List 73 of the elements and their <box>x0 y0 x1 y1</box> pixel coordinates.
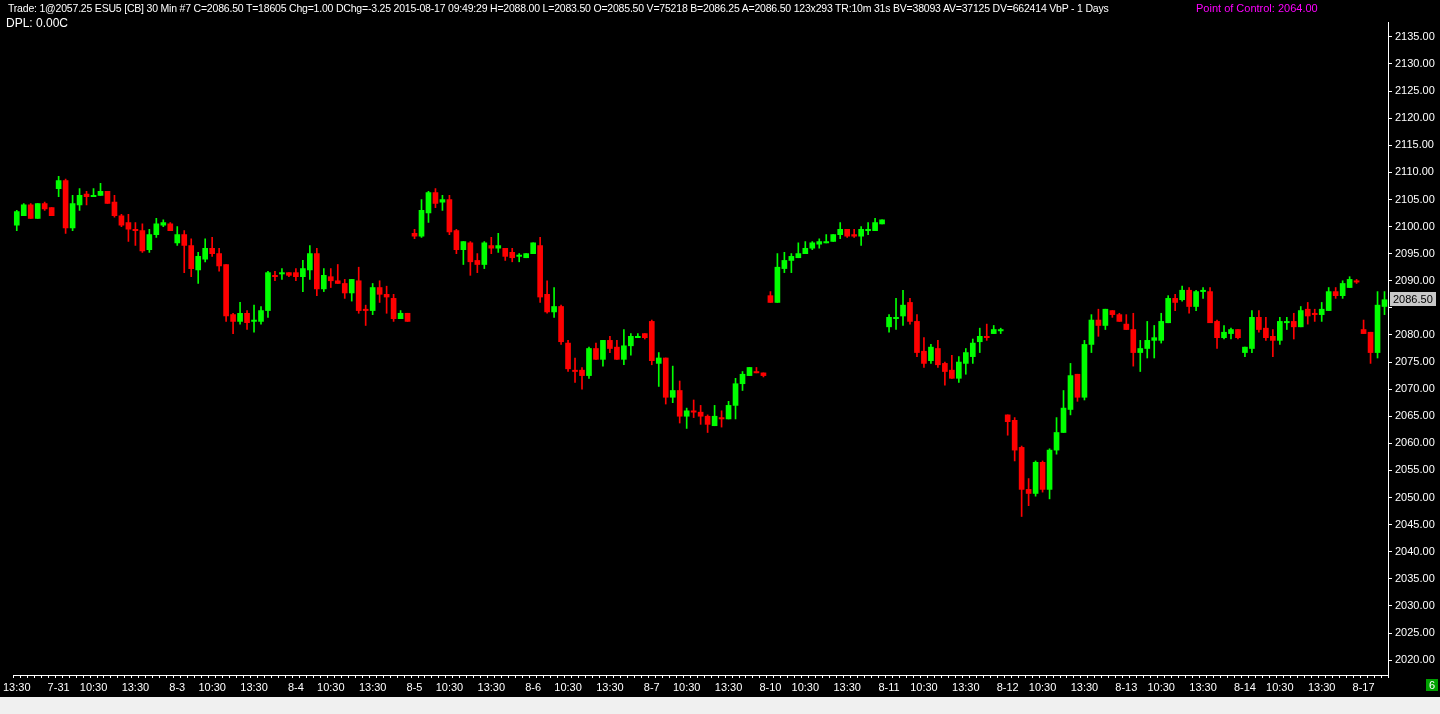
x-tick-label: 10:30 <box>79 680 108 693</box>
x-tick-label: 8-4 <box>287 680 304 693</box>
x-tick-label: 8-11 <box>878 680 900 693</box>
y-tick-label: 2025.00 <box>1395 626 1435 639</box>
candlestick <box>1290 312 1297 340</box>
y-tick-label: 2115.00 <box>1395 138 1434 151</box>
candlestick <box>272 270 278 282</box>
x-tick-label: 8-3 <box>169 680 186 693</box>
x-tick-label: 13:30 <box>3 680 31 693</box>
text: Point of Control: 2064.00 <box>1196 2 1318 14</box>
candlestick <box>495 233 502 253</box>
x-tick-label: 13:30 <box>477 680 506 693</box>
chart-title: Trade: 1@2057.25 ESU5 [CB] 30 Min #7 C=2086.50 T=18605 Chg=1.00 DChg=-3.25 2015-08-17 09:49:29 H=2088.00 L=2083.50 O=2085.50 V=75218 B=2086.25 A=2086.50 123x293 TR:10m 31s BV=38093 AV=37125 DV=662414 VbP - 1 Days <box>8 2 1109 14</box>
x-tick-label: 10:30 <box>1266 680 1294 693</box>
x-tick-label: 8-7 <box>643 680 660 693</box>
x-tick-label: 10:30 <box>1147 680 1175 693</box>
y-tick-label: 2090.00 <box>1395 273 1435 286</box>
x-tick-label: 8-17 <box>1352 680 1375 693</box>
y-tick-label: 2130.00 <box>1395 57 1435 70</box>
y-tick-label: 2080.00 <box>1395 327 1435 340</box>
y-tick-label: 2105.00 <box>1395 192 1435 205</box>
x-tick-label: 8-12 <box>996 680 1019 693</box>
x-tick-label: 10:30 <box>554 680 582 693</box>
y-tick-label: 2065.00 <box>1395 409 1435 422</box>
x-tick-label: 10:30 <box>791 680 820 693</box>
y-tick-label: 2075.00 <box>1395 355 1435 368</box>
text: 6 <box>1425 679 1438 691</box>
x-tick-label: 7-31 <box>47 680 70 693</box>
y-tick-label: 2035.00 <box>1395 571 1435 584</box>
x-tick-label: 10:30 <box>435 680 464 693</box>
text: 2086.50 <box>1390 292 1436 306</box>
x-tick-label: 10:30 <box>1028 680 1057 693</box>
candlestick <box>655 352 662 387</box>
candlestick <box>669 365 676 404</box>
candlestick <box>551 287 557 318</box>
x-tick-label: 13:30 <box>596 680 624 693</box>
x-tick-label: 13:30 <box>714 680 743 693</box>
y-tick-label: 2060.00 <box>1395 436 1435 449</box>
y-tick-label: 2100.00 <box>1395 219 1435 232</box>
y-tick-label: 2070.00 <box>1395 382 1435 395</box>
y-tick-label: 2055.00 <box>1395 463 1435 476</box>
y-tick-label: 2135.00 <box>1395 29 1435 42</box>
y-tick-label: 2040.00 <box>1395 544 1435 557</box>
x-tick-label: 13:30 <box>358 680 387 693</box>
x-tick-label: 8-13 <box>1115 680 1138 693</box>
y-tick-label: 2120.00 <box>1395 111 1435 124</box>
x-tick-label: 10:30 <box>672 680 701 693</box>
y-tick-label: 2125.00 <box>1395 84 1435 97</box>
x-tick-label: 10:30 <box>317 680 345 693</box>
candlestick <box>279 268 285 280</box>
y-tick-label: 2050.00 <box>1395 490 1435 503</box>
x-tick-label: 13:30 <box>1070 680 1099 693</box>
candlestick <box>976 327 983 353</box>
x-tick-label: 13:30 <box>833 680 861 693</box>
y-tick-label: 2030.00 <box>1395 598 1435 611</box>
annotation: DPL: 0.00C <box>6 16 69 30</box>
x-tick-label: 13:30 <box>121 680 150 693</box>
x-tick-label: 8-5 <box>406 680 423 693</box>
x-tick-label: 10:30 <box>198 680 226 693</box>
x-tick-label: 13:30 <box>240 680 268 693</box>
x-tick-label: 8-10 <box>759 680 782 693</box>
y-tick-label: 2095.00 <box>1395 246 1435 259</box>
y-tick-label: 2045.00 <box>1395 517 1435 530</box>
x-tick-label: 8-14 <box>1233 680 1256 693</box>
x-tick-label: 13:30 <box>1189 680 1217 693</box>
x-tick-label: 10:30 <box>910 680 938 693</box>
candlestick <box>488 237 495 254</box>
x-tick-label: 13:30 <box>952 680 980 693</box>
x-tick-label: 8-6 <box>525 680 542 693</box>
candlestick <box>983 323 990 341</box>
y-tick-label: 2020.00 <box>1395 653 1435 666</box>
x-tick-label: 13:30 <box>1307 680 1336 693</box>
y-tick-label: 2110.00 <box>1395 165 1434 178</box>
